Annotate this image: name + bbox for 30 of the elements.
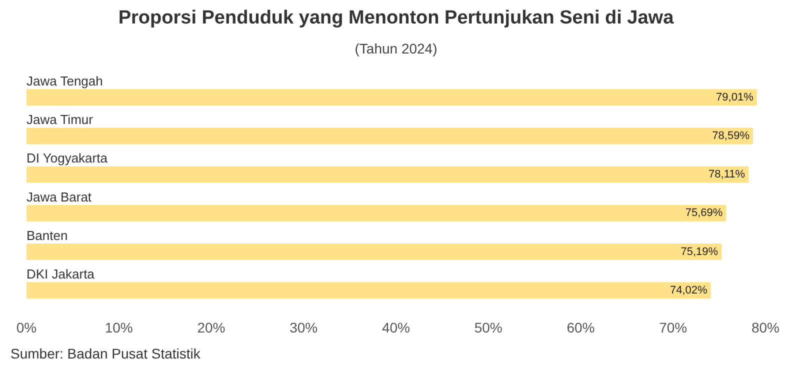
chart-title: Proporsi Penduduk yang Menonton Pertunjukan Seni di Jawa — [118, 8, 674, 28]
data-label: 75,19% — [680, 246, 718, 258]
x-tick-label: 20% — [197, 320, 226, 336]
bar — [26, 166, 749, 183]
data-label: 78,11% — [708, 168, 746, 181]
bar — [26, 128, 753, 144]
y-tick-label: DI Yogyakarta — [26, 150, 108, 166]
bar — [26, 204, 726, 222]
bar — [26, 89, 757, 106]
data-label: 74,02% — [670, 284, 708, 296]
x-tick-label: 30% — [290, 320, 318, 336]
y-tick-label: DKI Jakarta — [26, 266, 96, 282]
text: Sumber: Badan Pusat Statistik — [10, 346, 202, 362]
x-tick-label: 60% — [566, 320, 595, 336]
x-tick-label: 40% — [382, 320, 410, 336]
x-tick-label: 80% — [751, 320, 780, 336]
bar — [26, 282, 711, 299]
x-tick-label: 70% — [659, 320, 688, 336]
data-label: 75,69% — [685, 207, 723, 220]
data-label: 78,59% — [712, 130, 750, 142]
y-tick-label: Jawa Timur — [26, 112, 94, 128]
x-tick-label: 50% — [474, 320, 502, 336]
bar — [26, 244, 722, 260]
chart-subtitle: (Tahun 2024) — [354, 40, 438, 56]
data-label: 79,01% — [716, 91, 754, 104]
x-tick-label: 10% — [104, 320, 133, 336]
x-tick-label: 0% — [16, 320, 37, 336]
y-tick-label: Jawa Barat — [26, 189, 92, 204]
y-tick-label: Jawa Tengah — [26, 74, 103, 89]
y-tick-label: Banten — [26, 228, 68, 243]
